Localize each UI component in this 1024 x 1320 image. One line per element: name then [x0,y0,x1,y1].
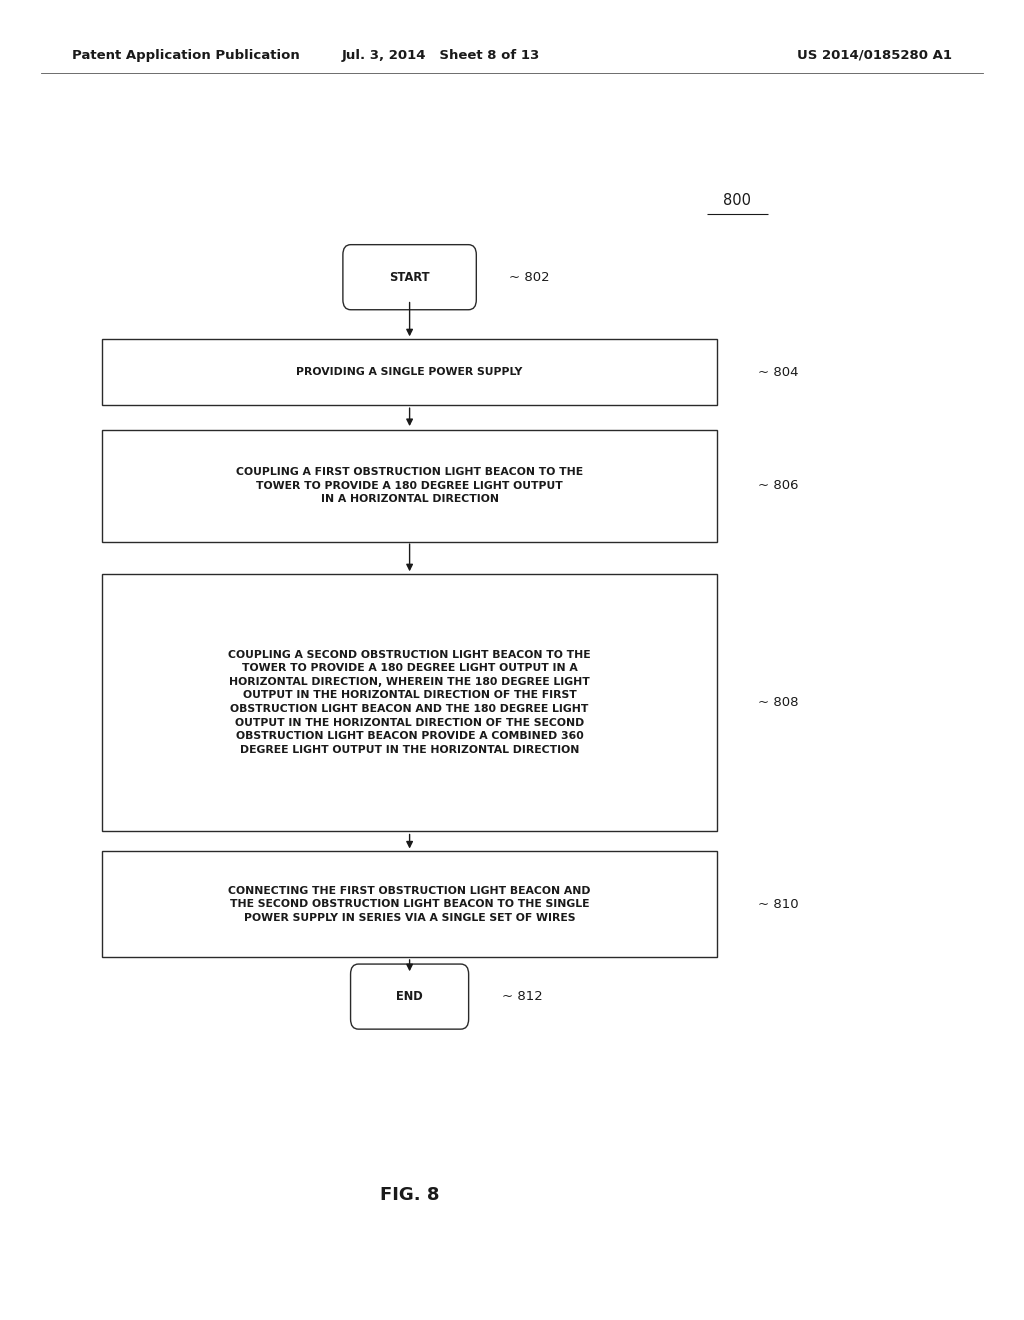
Text: US 2014/0185280 A1: US 2014/0185280 A1 [798,49,952,62]
Text: FIG. 8: FIG. 8 [380,1185,439,1204]
Text: COUPLING A SECOND OBSTRUCTION LIGHT BEACON TO THE
TOWER TO PROVIDE A 180 DEGREE : COUPLING A SECOND OBSTRUCTION LIGHT BEAC… [228,649,591,755]
Text: ~ 808: ~ 808 [758,696,799,709]
Bar [102,430,717,541]
Text: ~ 804: ~ 804 [758,366,799,379]
Text: ~ 812: ~ 812 [502,990,543,1003]
Text: ~ 810: ~ 810 [758,898,799,911]
Text: ~ 802: ~ 802 [510,271,550,284]
Text: Jul. 3, 2014   Sheet 8 of 13: Jul. 3, 2014 Sheet 8 of 13 [341,49,540,62]
Text: 800: 800 [723,193,752,209]
Text: PROVIDING A SINGLE POWER SUPPLY: PROVIDING A SINGLE POWER SUPPLY [296,367,523,378]
Text: CONNECTING THE FIRST OBSTRUCTION LIGHT BEACON AND
THE SECOND OBSTRUCTION LIGHT B: CONNECTING THE FIRST OBSTRUCTION LIGHT B… [228,886,591,923]
Bar [102,339,717,405]
FancyBboxPatch shape [343,244,476,310]
Text: START: START [389,271,430,284]
Text: ~ 806: ~ 806 [758,479,799,492]
FancyBboxPatch shape [350,964,469,1030]
Text: Patent Application Publication: Patent Application Publication [72,49,299,62]
Bar [102,573,717,832]
Bar [102,851,717,957]
Text: END: END [396,990,423,1003]
Text: COUPLING A FIRST OBSTRUCTION LIGHT BEACON TO THE
TOWER TO PROVIDE A 180 DEGREE L: COUPLING A FIRST OBSTRUCTION LIGHT BEACO… [237,467,583,504]
